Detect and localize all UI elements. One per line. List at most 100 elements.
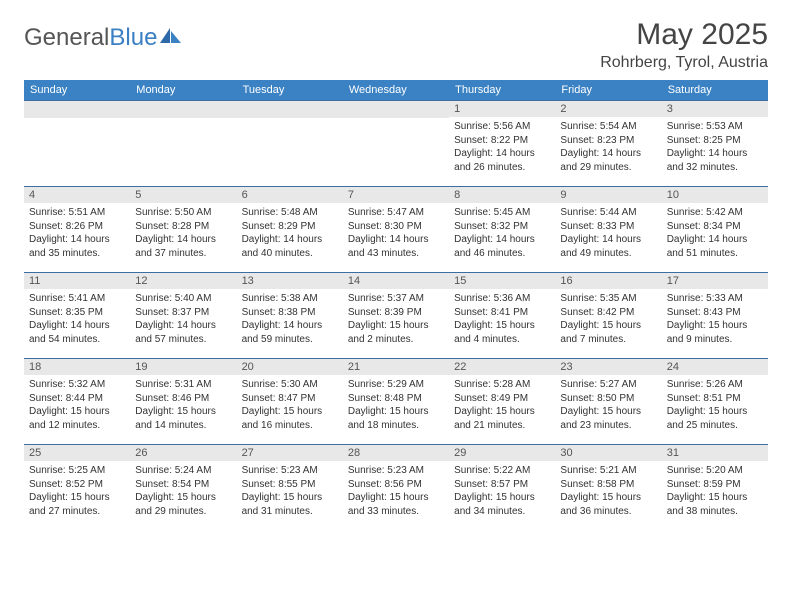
month-title: May 2025 (600, 18, 768, 52)
day-number: 5 (130, 187, 236, 203)
day-cell: 6Sunrise: 5:48 AMSunset: 8:29 PMDaylight… (237, 186, 343, 272)
day-content (237, 118, 343, 125)
sunset-text: Sunset: 8:25 PM (667, 134, 763, 148)
weekday-header: Monday (130, 80, 236, 100)
day-number: 22 (449, 359, 555, 375)
daylight-text: Daylight: 15 hours and 2 minutes. (348, 319, 444, 346)
day-content: Sunrise: 5:47 AMSunset: 8:30 PMDaylight:… (343, 203, 449, 264)
day-number: 3 (662, 101, 768, 117)
sunrise-text: Sunrise: 5:27 AM (560, 378, 656, 392)
day-content: Sunrise: 5:27 AMSunset: 8:50 PMDaylight:… (555, 375, 661, 436)
week-row: 11Sunrise: 5:41 AMSunset: 8:35 PMDayligh… (24, 272, 768, 358)
day-cell: 26Sunrise: 5:24 AMSunset: 8:54 PMDayligh… (130, 444, 236, 530)
day-cell: 21Sunrise: 5:29 AMSunset: 8:48 PMDayligh… (343, 358, 449, 444)
sunset-text: Sunset: 8:39 PM (348, 306, 444, 320)
sunrise-text: Sunrise: 5:36 AM (454, 292, 550, 306)
daylight-text: Daylight: 15 hours and 25 minutes. (667, 405, 763, 432)
sunrise-text: Sunrise: 5:50 AM (135, 206, 231, 220)
sunrise-text: Sunrise: 5:20 AM (667, 464, 763, 478)
week-row: 25Sunrise: 5:25 AMSunset: 8:52 PMDayligh… (24, 444, 768, 530)
day-cell (130, 100, 236, 186)
sunrise-text: Sunrise: 5:41 AM (29, 292, 125, 306)
day-cell: 27Sunrise: 5:23 AMSunset: 8:55 PMDayligh… (237, 444, 343, 530)
brand-text: GeneralBlue (24, 24, 157, 52)
day-cell: 22Sunrise: 5:28 AMSunset: 8:49 PMDayligh… (449, 358, 555, 444)
day-content: Sunrise: 5:40 AMSunset: 8:37 PMDaylight:… (130, 289, 236, 350)
daylight-text: Daylight: 14 hours and 32 minutes. (667, 147, 763, 174)
sunrise-text: Sunrise: 5:42 AM (667, 206, 763, 220)
daylight-text: Daylight: 15 hours and 4 minutes. (454, 319, 550, 346)
day-cell (24, 100, 130, 186)
day-number (343, 101, 449, 118)
weekday-header: Tuesday (237, 80, 343, 100)
sunset-text: Sunset: 8:57 PM (454, 478, 550, 492)
sunset-text: Sunset: 8:47 PM (242, 392, 338, 406)
day-cell: 14Sunrise: 5:37 AMSunset: 8:39 PMDayligh… (343, 272, 449, 358)
day-number: 21 (343, 359, 449, 375)
sunset-text: Sunset: 8:29 PM (242, 220, 338, 234)
sunrise-text: Sunrise: 5:51 AM (29, 206, 125, 220)
page-header: GeneralBlue May 2025 Rohrberg, Tyrol, Au… (24, 18, 768, 72)
day-cell: 7Sunrise: 5:47 AMSunset: 8:30 PMDaylight… (343, 186, 449, 272)
day-cell: 4Sunrise: 5:51 AMSunset: 8:26 PMDaylight… (24, 186, 130, 272)
day-cell: 2Sunrise: 5:54 AMSunset: 8:23 PMDaylight… (555, 100, 661, 186)
daylight-text: Daylight: 14 hours and 46 minutes. (454, 233, 550, 260)
sunrise-text: Sunrise: 5:29 AM (348, 378, 444, 392)
day-number (24, 101, 130, 118)
sunset-text: Sunset: 8:52 PM (29, 478, 125, 492)
sunrise-text: Sunrise: 5:26 AM (667, 378, 763, 392)
sunset-text: Sunset: 8:22 PM (454, 134, 550, 148)
day-cell: 1Sunrise: 5:56 AMSunset: 8:22 PMDaylight… (449, 100, 555, 186)
day-number: 18 (24, 359, 130, 375)
day-cell: 12Sunrise: 5:40 AMSunset: 8:37 PMDayligh… (130, 272, 236, 358)
sunset-text: Sunset: 8:43 PM (667, 306, 763, 320)
sunrise-text: Sunrise: 5:24 AM (135, 464, 231, 478)
daylight-text: Daylight: 15 hours and 29 minutes. (135, 491, 231, 518)
sunset-text: Sunset: 8:30 PM (348, 220, 444, 234)
sunset-text: Sunset: 8:50 PM (560, 392, 656, 406)
sunrise-text: Sunrise: 5:22 AM (454, 464, 550, 478)
calendar-page: GeneralBlue May 2025 Rohrberg, Tyrol, Au… (0, 0, 792, 540)
daylight-text: Daylight: 14 hours and 57 minutes. (135, 319, 231, 346)
location-text: Rohrberg, Tyrol, Austria (600, 54, 768, 72)
day-number: 6 (237, 187, 343, 203)
day-cell: 15Sunrise: 5:36 AMSunset: 8:41 PMDayligh… (449, 272, 555, 358)
day-number: 4 (24, 187, 130, 203)
sunset-text: Sunset: 8:51 PM (667, 392, 763, 406)
sunrise-text: Sunrise: 5:30 AM (242, 378, 338, 392)
day-cell: 25Sunrise: 5:25 AMSunset: 8:52 PMDayligh… (24, 444, 130, 530)
day-cell: 5Sunrise: 5:50 AMSunset: 8:28 PMDaylight… (130, 186, 236, 272)
daylight-text: Daylight: 14 hours and 43 minutes. (348, 233, 444, 260)
day-number: 8 (449, 187, 555, 203)
day-content: Sunrise: 5:38 AMSunset: 8:38 PMDaylight:… (237, 289, 343, 350)
day-cell: 3Sunrise: 5:53 AMSunset: 8:25 PMDaylight… (662, 100, 768, 186)
day-cell: 30Sunrise: 5:21 AMSunset: 8:58 PMDayligh… (555, 444, 661, 530)
daylight-text: Daylight: 14 hours and 59 minutes. (242, 319, 338, 346)
daylight-text: Daylight: 15 hours and 23 minutes. (560, 405, 656, 432)
daylight-text: Daylight: 15 hours and 7 minutes. (560, 319, 656, 346)
sunset-text: Sunset: 8:59 PM (667, 478, 763, 492)
day-number (237, 101, 343, 118)
day-content: Sunrise: 5:48 AMSunset: 8:29 PMDaylight:… (237, 203, 343, 264)
daylight-text: Daylight: 15 hours and 21 minutes. (454, 405, 550, 432)
day-cell: 9Sunrise: 5:44 AMSunset: 8:33 PMDaylight… (555, 186, 661, 272)
day-content: Sunrise: 5:56 AMSunset: 8:22 PMDaylight:… (449, 117, 555, 178)
day-content: Sunrise: 5:33 AMSunset: 8:43 PMDaylight:… (662, 289, 768, 350)
weekday-header: Wednesday (343, 80, 449, 100)
daylight-text: Daylight: 15 hours and 27 minutes. (29, 491, 125, 518)
sunrise-text: Sunrise: 5:56 AM (454, 120, 550, 134)
week-row: 1Sunrise: 5:56 AMSunset: 8:22 PMDaylight… (24, 100, 768, 186)
day-content: Sunrise: 5:30 AMSunset: 8:47 PMDaylight:… (237, 375, 343, 436)
day-content: Sunrise: 5:50 AMSunset: 8:28 PMDaylight:… (130, 203, 236, 264)
day-cell: 23Sunrise: 5:27 AMSunset: 8:50 PMDayligh… (555, 358, 661, 444)
sunset-text: Sunset: 8:44 PM (29, 392, 125, 406)
daylight-text: Daylight: 15 hours and 34 minutes. (454, 491, 550, 518)
daylight-text: Daylight: 14 hours and 51 minutes. (667, 233, 763, 260)
daylight-text: Daylight: 14 hours and 54 minutes. (29, 319, 125, 346)
day-content: Sunrise: 5:32 AMSunset: 8:44 PMDaylight:… (24, 375, 130, 436)
day-content: Sunrise: 5:44 AMSunset: 8:33 PMDaylight:… (555, 203, 661, 264)
day-content: Sunrise: 5:23 AMSunset: 8:55 PMDaylight:… (237, 461, 343, 522)
daylight-text: Daylight: 15 hours and 12 minutes. (29, 405, 125, 432)
day-number: 14 (343, 273, 449, 289)
day-content: Sunrise: 5:24 AMSunset: 8:54 PMDaylight:… (130, 461, 236, 522)
